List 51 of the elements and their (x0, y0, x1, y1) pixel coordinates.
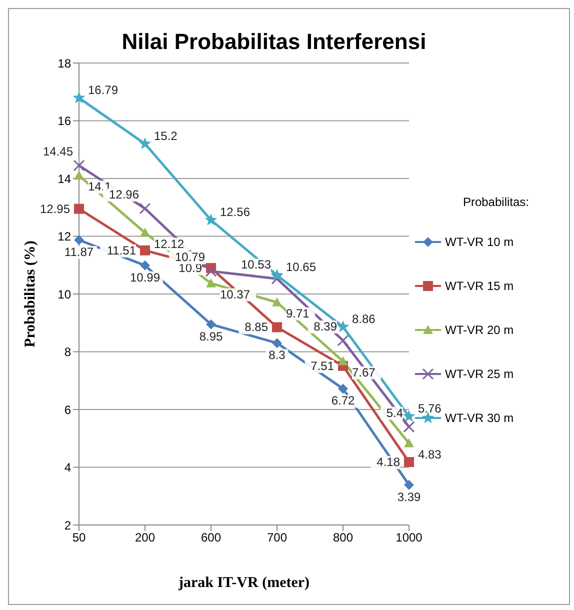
y-tick-label: 16 (58, 114, 72, 128)
x-axis-title: jarak IT-VR (meter) (177, 575, 310, 591)
chart-title: Nilai Probabilitas Interferensi (120, 29, 428, 55)
data-label: 10.65 (286, 260, 316, 274)
data-label: 15.2 (154, 128, 178, 143)
y-tick-label: 18 (58, 56, 72, 70)
data-label: 4.18 (376, 455, 400, 470)
legend-label: WT-VR 25 m (445, 367, 514, 381)
data-label: 10.99 (130, 270, 160, 284)
legend-label: WT-VR 30 m (445, 411, 514, 425)
data-label: 12.95 (40, 202, 70, 216)
y-tick-label: 8 (64, 345, 72, 360)
y-axis-title: Probabilitas (%) (22, 240, 38, 348)
data-label: 11.51 (106, 243, 136, 258)
x-tick-label: 1000 (396, 530, 423, 545)
data-label: 12.12 (154, 236, 184, 251)
legend-label: WT-VR 15 m (445, 279, 514, 293)
data-label: 5.4 (386, 406, 404, 420)
data-label: 6.72 (331, 394, 355, 408)
data-label: 7.51 (310, 358, 334, 373)
data-label: 7.67 (352, 365, 376, 380)
data-label: 5.76 (418, 401, 442, 416)
data-label: 10.53 (240, 258, 272, 272)
x-tick-label: 600 (200, 530, 222, 545)
data-label: 8.3 (268, 348, 286, 362)
y-tick-label: 6 (64, 402, 72, 417)
legend-label: WT-VR 20 m (445, 323, 514, 337)
x-tick-label: 200 (134, 530, 156, 545)
data-label: 8.86 (352, 312, 376, 326)
data-label: 8.39 (314, 319, 338, 334)
data-label: 16.79 (88, 82, 118, 97)
data-label: 8.95 (199, 329, 223, 344)
data-label: 8.85 (244, 320, 268, 334)
y-tick-label: 14 (58, 172, 72, 186)
y-tick-label: 2 (64, 518, 72, 532)
data-label: 10.37 (220, 287, 250, 302)
legend-title: Probabilitas: (462, 195, 529, 209)
x-tick-label: 800 (332, 530, 354, 545)
data-label: 9.71 (286, 306, 310, 320)
data-label: 14.45 (42, 144, 74, 159)
data-label: 11.87 (64, 245, 94, 260)
data-label: 12.56 (220, 205, 250, 220)
legend-label: WT-VR 10 m (445, 235, 514, 249)
x-tick-label: 50 (72, 530, 86, 545)
x-tick-label: 700 (266, 530, 288, 545)
y-tick-label: 10 (58, 287, 72, 302)
data-label: 10.9 (178, 261, 202, 276)
y-tick-label: 12 (58, 230, 72, 244)
data-label: 4.83 (418, 447, 442, 462)
y-tick-label: 4 (64, 460, 72, 475)
data-label: 3.39 (397, 490, 421, 504)
